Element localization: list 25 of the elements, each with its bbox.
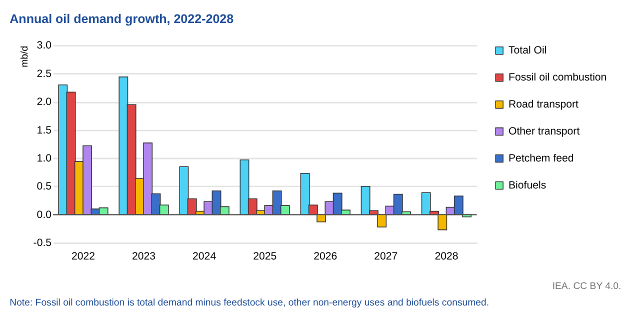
x-tick-label: 2026: [314, 250, 338, 263]
legend-label: Fossil oil combustion: [508, 72, 607, 84]
x-tick-label: 2023: [132, 250, 156, 263]
x-tick-label: 2025: [253, 250, 277, 263]
y-tick-label: 1.5: [36, 124, 52, 136]
y-tick-label: 0.5: [36, 180, 52, 193]
legend-label: Total Oil: [508, 44, 547, 57]
text: Note: Fossil oil combustion is total demand minus feedstock use, other non-energy uses and biofuels consumed.: [10, 297, 490, 308]
legend-label: Road transport: [508, 98, 579, 110]
x-tick-label: 2027: [374, 250, 398, 263]
x-tick-label: 2028: [434, 250, 458, 263]
chart-title: Annual oil demand growth, 2022-2028: [10, 12, 234, 26]
x-tick-label: 2022: [71, 250, 96, 263]
y-tick-label: 2.0: [36, 96, 52, 108]
text: IEA. CC BY 4.0.: [552, 281, 622, 292]
legend-label: Biofuels: [508, 179, 546, 192]
y-tick-label: -0.5: [33, 237, 52, 250]
legend-label: Petchem feed: [508, 152, 574, 164]
y-tick-label: 3.0: [36, 40, 52, 52]
y-axis-title: mb/d: [19, 46, 30, 68]
x-tick-label: 2024: [192, 250, 216, 263]
y-tick-label: 0.0: [36, 208, 52, 221]
y-tick-label: 1.0: [36, 152, 52, 165]
legend-label: Other transport: [508, 125, 580, 138]
y-tick-label: 2.5: [36, 68, 52, 80]
